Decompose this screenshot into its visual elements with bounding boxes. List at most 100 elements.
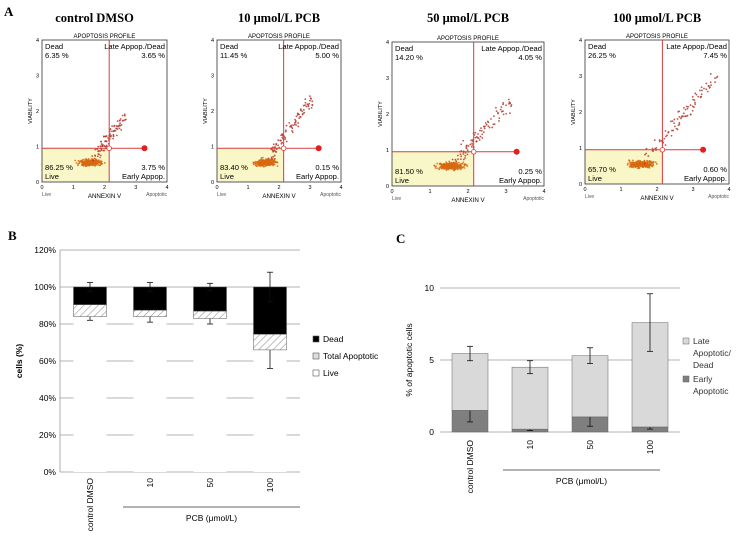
bar-total-apoptotic — [193, 310, 227, 319]
scatter-point — [103, 161, 106, 164]
scatter-point — [434, 165, 436, 168]
scatter-point — [699, 89, 701, 92]
scatter-point — [258, 164, 261, 167]
scatter-point — [647, 155, 650, 157]
scatter-point — [119, 118, 122, 120]
scatter-point — [310, 106, 313, 109]
scatter-point — [483, 127, 486, 130]
scatter-point — [98, 164, 101, 167]
x-axis-label: ANNEXIN V — [640, 195, 674, 202]
y-axis-label: % of apoptotic cells — [404, 323, 414, 396]
x-tick-label: 3 — [308, 185, 311, 191]
scatter-point — [644, 153, 646, 156]
y-tick-label: 0 — [211, 180, 214, 186]
scatter-point — [676, 118, 679, 120]
scatter-point — [87, 160, 90, 163]
scatter-point — [653, 139, 656, 142]
scatter-point — [453, 169, 456, 172]
scatter-point — [451, 158, 454, 161]
scatter-point — [452, 162, 455, 164]
quadrant-late-value: 3.65 % — [141, 51, 165, 60]
scatter-point — [266, 161, 268, 164]
scatter-point — [502, 103, 504, 106]
x-end-left-label: Live — [42, 192, 51, 198]
y-tick-label: 4 — [36, 38, 39, 44]
bar-live — [253, 349, 287, 472]
scatter-point — [112, 137, 115, 140]
scatter-point — [77, 159, 80, 162]
scatter-point — [275, 161, 278, 164]
scatter-point — [448, 166, 451, 169]
scatter-point — [664, 130, 667, 132]
quadrant-late-value: 4.05 % — [518, 53, 542, 62]
scatter-point — [103, 145, 106, 148]
scatter-point — [274, 157, 276, 160]
scatter-point — [509, 112, 511, 115]
scatter-point — [461, 162, 464, 165]
quadrant-early-label: Early Appop. — [122, 172, 165, 181]
scatter-point — [285, 140, 288, 143]
y-tick-label: 3 — [36, 74, 39, 80]
scatter-point — [470, 139, 473, 142]
x-tick-label: 4 — [165, 185, 168, 191]
scatter-point — [273, 149, 276, 152]
scatter-point — [715, 76, 718, 79]
scatter-point — [107, 137, 109, 139]
scatter-point — [628, 165, 631, 168]
scatter-point — [256, 160, 259, 163]
scatter-point — [643, 162, 646, 165]
x-tick-label: 3 — [691, 187, 694, 193]
bar-late-apoptotic — [451, 353, 489, 411]
scatter-point — [291, 130, 293, 132]
y-tick-label: 0 — [579, 182, 582, 188]
scatter-point — [111, 125, 113, 128]
scatter-point — [666, 134, 668, 137]
scatter-point — [493, 115, 495, 118]
scatter-point — [644, 165, 647, 168]
scatter-point — [293, 123, 296, 126]
scatter-point — [502, 113, 505, 116]
scatter-point — [102, 135, 105, 138]
scatter-point — [99, 156, 101, 159]
scatter-point — [465, 164, 468, 166]
scatter-point — [477, 137, 480, 140]
scatter-point — [685, 105, 688, 108]
scatter-point — [284, 136, 287, 139]
scatter-point — [663, 137, 666, 140]
gate-handle — [141, 145, 148, 152]
quadrant-early-label: Early Appop. — [684, 174, 727, 183]
scatter-point — [273, 163, 276, 166]
scatter-point — [273, 154, 276, 157]
scatter-point — [448, 163, 451, 166]
quadrant-live-label: Live — [220, 172, 234, 181]
legend-label: Early — [693, 374, 713, 384]
scatter-point — [697, 95, 700, 98]
scatter-point — [85, 157, 87, 160]
bar-total-apoptotic — [133, 309, 167, 317]
scatter-point — [466, 149, 469, 152]
scatter-point — [458, 163, 461, 166]
scatter-point — [646, 159, 648, 162]
scatter-point — [265, 158, 267, 161]
scatter-point — [707, 85, 710, 87]
scatter-point — [270, 156, 273, 159]
legend-label: Apoptotic — [693, 386, 729, 396]
y-tick-label: 80% — [39, 319, 56, 329]
scatter-point — [645, 163, 648, 166]
scatter-point — [100, 149, 103, 151]
scatter-point — [686, 107, 689, 110]
scatter-point — [491, 126, 494, 129]
scatter-point — [677, 124, 680, 127]
scatter-point — [502, 102, 505, 104]
quadrant-late-label: Late Appop./Dead — [104, 42, 165, 51]
gate-handle — [513, 148, 520, 155]
scatter-point — [633, 164, 635, 167]
scatter-point — [682, 112, 685, 115]
scatter-point — [113, 130, 115, 133]
scatter-point — [261, 156, 264, 159]
scatter-point — [487, 125, 490, 128]
gate-handle — [700, 146, 707, 153]
scatter-point — [94, 158, 97, 161]
scatter-point — [97, 145, 100, 148]
flow-plot-3: 50 μmol/L PCB APOPTOSIS PROFILE Dead14.20 … — [378, 11, 546, 204]
